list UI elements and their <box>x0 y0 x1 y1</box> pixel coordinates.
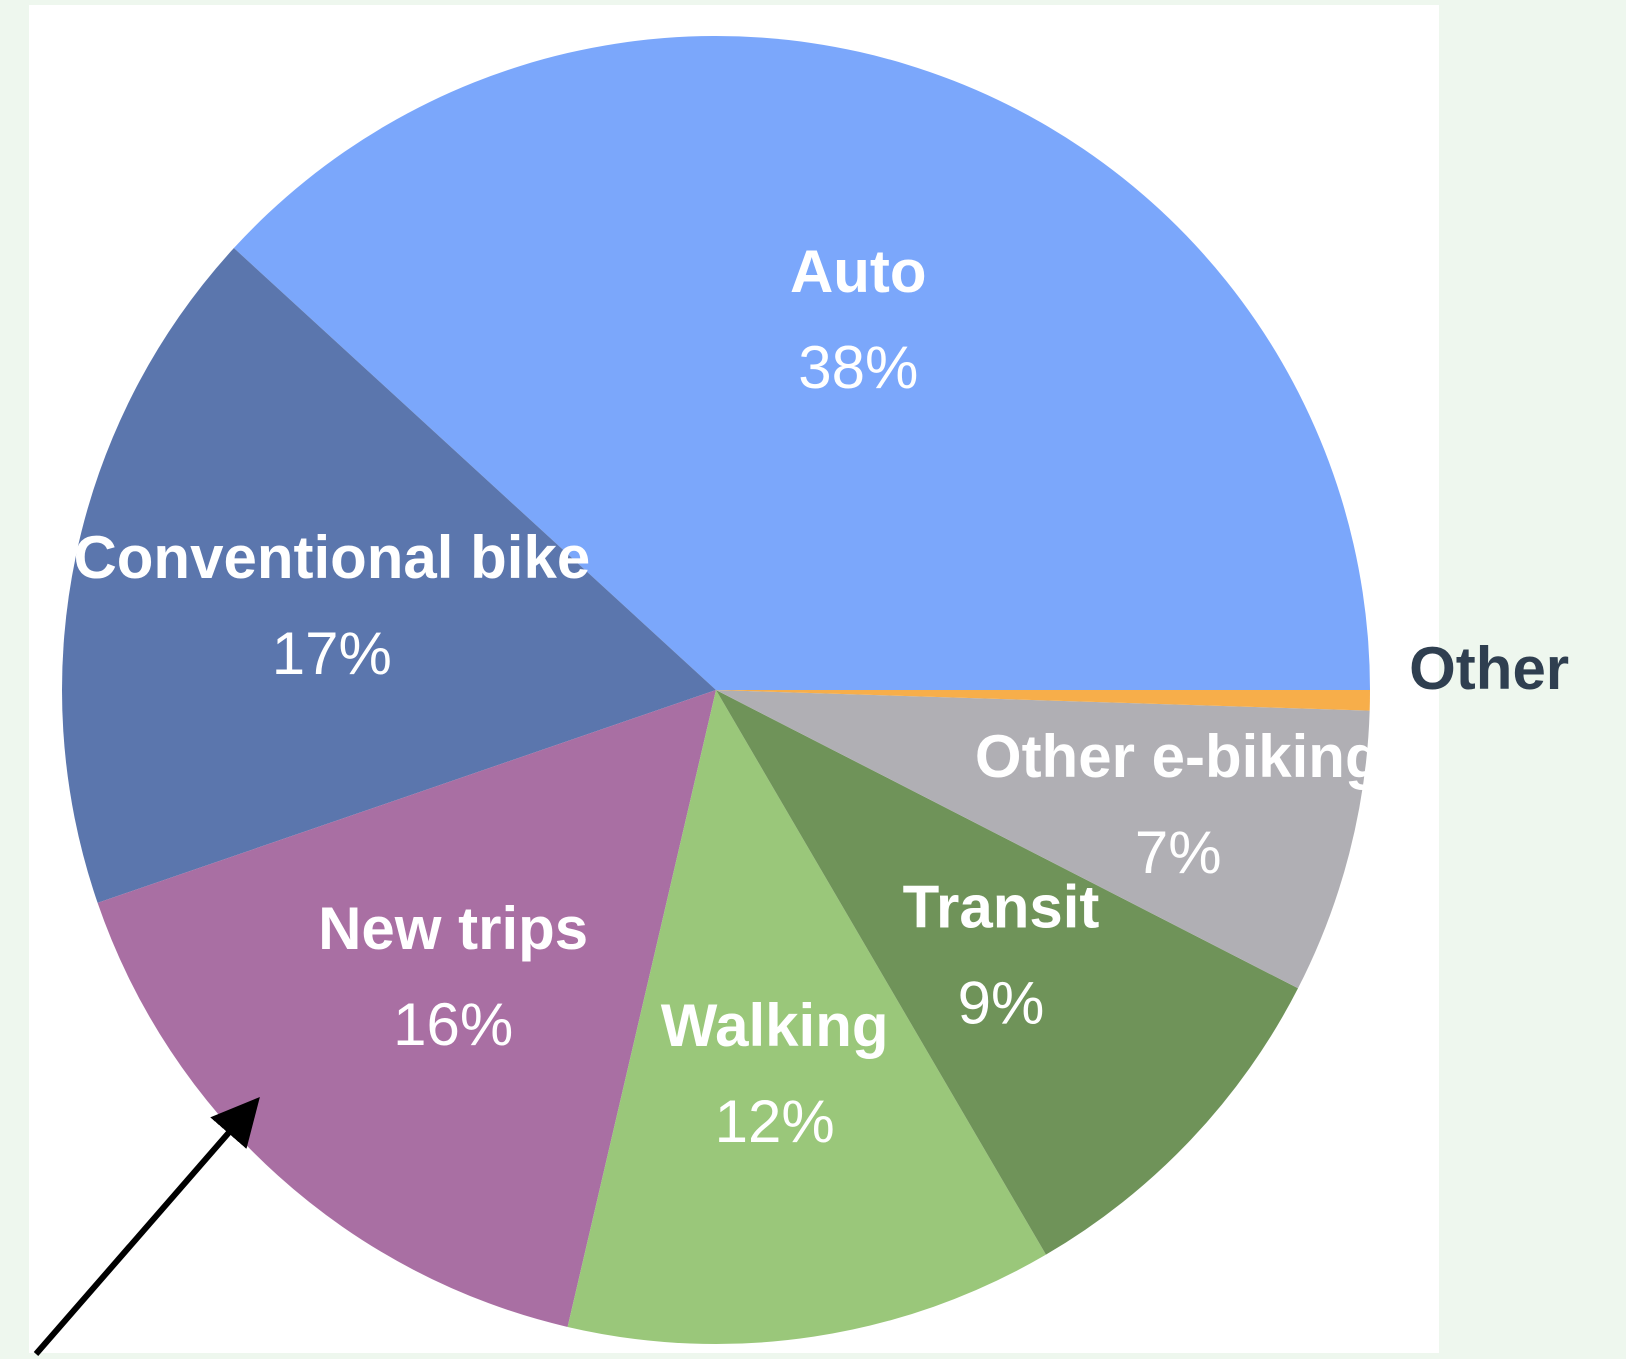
slice <box>567 690 1046 1344</box>
value-label: 17% <box>272 620 392 687</box>
slice <box>716 690 1370 711</box>
pie <box>62 35 1371 1344</box>
slice-label: Other e-biking <box>975 723 1382 790</box>
slice <box>97 690 716 1327</box>
slice <box>716 690 1299 1255</box>
value-label: 16% <box>393 991 513 1058</box>
slice-label: New trips <box>318 895 588 962</box>
slice-label: Transit <box>903 874 1100 941</box>
slice <box>716 690 1370 989</box>
slice-label: Walking <box>661 992 889 1059</box>
slice-label: Conventional bike <box>73 524 590 591</box>
slice-label: Auto <box>790 238 927 305</box>
value-label: 7% <box>1135 819 1222 886</box>
slice <box>62 248 716 903</box>
value-label: 38% <box>798 334 918 401</box>
arrow <box>33 1096 260 1356</box>
slice <box>233 35 1371 690</box>
labels: Auto 38% Conventional bike 17% New trips 16% W… <box>73 238 1569 1155</box>
value-label: 9% <box>958 970 1045 1037</box>
slice-label: Other <box>1409 635 1569 702</box>
value-label: 12% <box>715 1088 835 1155</box>
